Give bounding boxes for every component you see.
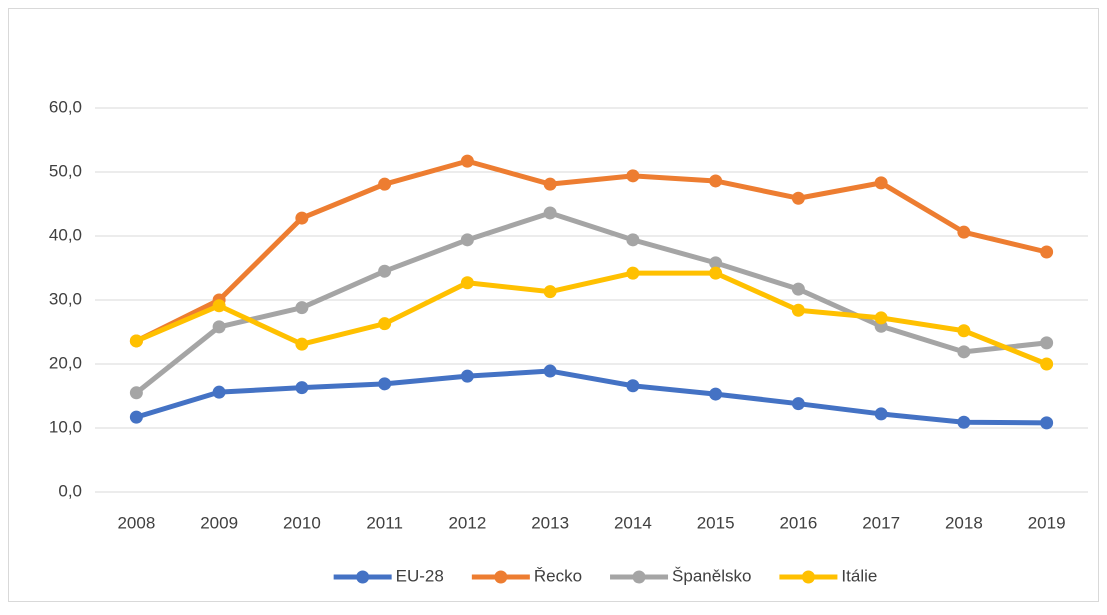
data-point bbox=[957, 345, 971, 359]
data-point bbox=[626, 169, 640, 183]
data-point bbox=[378, 177, 392, 191]
data-point bbox=[1040, 416, 1054, 430]
data-point bbox=[543, 206, 557, 220]
series-line bbox=[133, 270, 1050, 367]
legend-label: EU-28 bbox=[396, 566, 444, 585]
data-point bbox=[957, 415, 971, 429]
x-tick-label: 2017 bbox=[862, 513, 900, 532]
legend-label: Řecko bbox=[534, 566, 582, 585]
data-point bbox=[543, 177, 557, 191]
data-point bbox=[791, 191, 805, 205]
data-point bbox=[129, 386, 143, 400]
data-point bbox=[957, 324, 971, 338]
x-tick-label: 2012 bbox=[448, 513, 486, 532]
data-point bbox=[626, 233, 640, 247]
data-point bbox=[378, 264, 392, 278]
data-point bbox=[957, 225, 971, 239]
data-point bbox=[129, 334, 143, 348]
data-point bbox=[129, 410, 143, 424]
legend-marker bbox=[801, 570, 815, 584]
x-tick-label: 2010 bbox=[283, 513, 321, 532]
legend-label: Španělsko bbox=[672, 566, 751, 585]
data-point bbox=[874, 407, 888, 421]
legend-marker bbox=[632, 570, 646, 584]
y-tick-label: 50,0 bbox=[49, 161, 82, 180]
data-point bbox=[460, 276, 474, 290]
data-point bbox=[543, 364, 557, 378]
data-point bbox=[212, 320, 226, 334]
x-tick-label: 2013 bbox=[531, 513, 569, 532]
data-point bbox=[874, 176, 888, 190]
y-tick-label: 30,0 bbox=[49, 289, 82, 308]
data-point bbox=[709, 174, 723, 188]
y-tick-label: 20,0 bbox=[49, 353, 82, 372]
data-point bbox=[791, 282, 805, 296]
data-point bbox=[212, 299, 226, 313]
data-point bbox=[791, 397, 805, 411]
data-point bbox=[295, 337, 309, 351]
data-point bbox=[295, 301, 309, 315]
data-point bbox=[709, 387, 723, 401]
legend-label: Itálie bbox=[841, 566, 877, 585]
x-tick-label: 2014 bbox=[614, 513, 652, 532]
data-point bbox=[212, 385, 226, 399]
x-tick-label: 2019 bbox=[1028, 513, 1066, 532]
data-point bbox=[295, 381, 309, 395]
data-point bbox=[626, 379, 640, 393]
series-line bbox=[133, 368, 1050, 426]
series-line bbox=[133, 158, 1050, 344]
y-tick-label: 60,0 bbox=[49, 97, 82, 116]
data-point bbox=[460, 233, 474, 247]
x-tick-label: 2008 bbox=[117, 513, 155, 532]
y-tick-label: 10,0 bbox=[49, 417, 82, 436]
data-point bbox=[543, 285, 557, 299]
x-tick-label: 2011 bbox=[366, 513, 403, 532]
data-point bbox=[378, 317, 392, 331]
legend-marker bbox=[356, 570, 370, 584]
x-tick-label: 2018 bbox=[945, 513, 983, 532]
data-point bbox=[874, 311, 888, 325]
data-point bbox=[1040, 357, 1054, 371]
data-point bbox=[1040, 245, 1054, 259]
data-point bbox=[1040, 336, 1054, 350]
data-point bbox=[709, 266, 723, 280]
data-point bbox=[626, 266, 640, 280]
x-tick-label: 2016 bbox=[779, 513, 817, 532]
x-tick-label: 2009 bbox=[200, 513, 238, 532]
data-point bbox=[791, 303, 805, 317]
data-point bbox=[709, 256, 723, 270]
y-tick-label: 0,0 bbox=[58, 481, 82, 500]
series-line bbox=[133, 210, 1050, 396]
data-point bbox=[460, 369, 474, 383]
data-point bbox=[460, 154, 474, 168]
data-point bbox=[295, 211, 309, 225]
data-point bbox=[378, 377, 392, 391]
x-tick-label: 2015 bbox=[697, 513, 735, 532]
legend-marker bbox=[494, 570, 508, 584]
y-tick-label: 40,0 bbox=[49, 225, 82, 244]
chart-border bbox=[8, 8, 1099, 602]
